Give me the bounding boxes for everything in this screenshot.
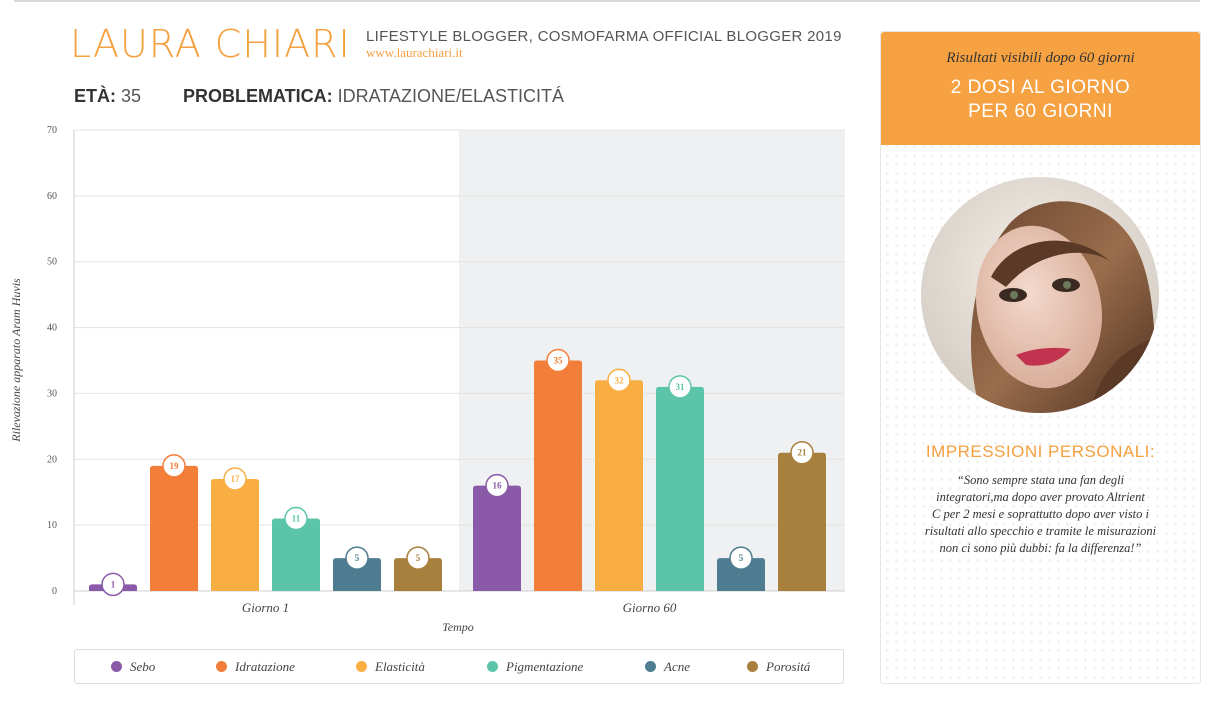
bar [595,380,643,591]
bar [333,558,381,591]
legend-label: Sebo [130,659,156,674]
data-label: 16 [493,481,503,491]
data-label: 1 [111,579,116,589]
side-panel: Risultati visibili dopo 60 giorni 2 DOSI… [880,31,1201,684]
y-tick-label: 20 [47,454,57,465]
age-info: ETÀ: 35 [74,86,141,107]
data-label-badge [668,375,692,399]
y-tick-label: 70 [47,125,57,136]
data-label-badge [101,572,125,597]
data-label: 31 [676,382,686,392]
data-label-badge [607,368,631,393]
dosage-heading: 2 DOSI AL GIORNO PER 60 GIORNI [881,76,1200,124]
data-label: 5 [416,553,421,563]
bar [473,485,521,591]
data-label: 32 [615,375,625,385]
data-label-badge [162,454,186,478]
legend-item: Elasticità [356,659,425,675]
bar-chart: 0 10 20 30 40 50 60 70 1 19 17 11 5 5 Giorno 1 16 35 32 31… [9,125,845,634]
legend-label: Pigmentazione [506,659,584,674]
testimonial-quote: “Sono sempre stata una fan degli integra… [907,472,1174,557]
data-label-badge [729,546,753,570]
legend-label: Elasticità [375,659,425,674]
panel-header: Risultati visibili dopo 60 giorni 2 DOSI… [881,32,1200,145]
quote-line: non ci sono più dubbi: fa la differenza!… [939,541,1142,555]
legend-item: Sebo [111,659,155,675]
impressions-title: IMPRESSIONI PERSONALI: [925,442,1156,461]
y-tick-label: 60 [47,191,57,202]
legend-dot [216,661,227,672]
data-label: 35 [554,356,564,366]
quote-line: risultati allo specchio e tramite le mis… [924,524,1157,538]
dosage-line-2: PER 60 GIORNI [968,101,1113,122]
data-label-badge [546,348,570,373]
data-label-badge [223,467,247,491]
legend-dot [645,661,656,672]
data-label-badge [790,440,814,465]
data-label: 5 [739,553,744,563]
chart-legend: Sebo Idratazione Elasticità Pigmentazione Ac… [74,649,844,684]
legend-label: Idratazione [235,659,295,674]
data-label: 21 [798,448,808,458]
legend-dot [487,661,498,672]
bar [150,465,198,591]
dosage-line-1: 2 DOSI AL GIORNO [950,77,1131,98]
bar [211,479,259,591]
y-tick-label: 50 [47,257,57,268]
quote-line: C per 2 mesi e soprattutto dopo aver vis… [932,507,1149,521]
problem-label: PROBLEMATICA: [183,86,333,106]
y-tick-label: 40 [47,323,57,334]
y-tick-label: 0 [52,586,57,597]
blogger-name: LAURA CHIARI [70,22,351,66]
data-label: 5 [355,553,360,563]
blogger-portrait [921,177,1159,413]
results-note: Risultati visibili dopo 60 giorni [946,50,1135,66]
data-label: 17 [231,474,241,484]
legend-dot [747,661,758,672]
data-label-badge [406,546,430,570]
data-label-badge [284,506,308,531]
data-label-badge [345,546,369,570]
x-category-label: Giorno 60 [623,600,677,615]
bar [717,558,765,591]
website-link[interactable]: www.laurachiari.it [366,45,463,60]
data-label: 11 [292,514,301,524]
data-label-badge [485,473,509,498]
bar [394,558,442,591]
top-divider [14,0,1200,2]
quote-line: “Sono sempre stata una fan degli [956,473,1125,487]
problem-value: IDRATAZIONE/ELASTICITÁ [337,86,565,106]
legend-item: Acne [645,659,690,675]
legend-item: Pigmentazione [487,659,583,675]
problem-info: PROBLEMATICA: IDRATAZIONE/ELASTICITÁ [183,86,564,107]
y-tick-label: 10 [47,520,57,531]
age-value: 35 [121,86,142,106]
x-axis-title: Tempo [442,620,474,634]
legend-dot [111,661,122,672]
bar [272,518,320,591]
y-axis-title: Rilevazione apparato Aram Huvis [9,278,23,443]
quote-line: integratori,ma dopo aver provato Altrien… [936,490,1145,504]
legend-dot [356,661,367,672]
age-label: ETÀ: [74,86,116,106]
legend-item: Porositá [747,659,810,675]
bar [534,360,582,591]
bar [778,452,826,591]
x-category-label: Giorno 1 [242,600,289,615]
blogger-subtitle: LIFESTYLE BLOGGER, COSMOFARMA OFFICIAL B… [366,28,842,45]
legend-item: Idratazione [216,659,295,675]
y-tick-label: 30 [47,388,57,399]
legend-label: Porositá [766,659,811,674]
legend-label: Acne [664,659,690,674]
data-label: 19 [170,461,180,471]
bar [656,386,704,591]
